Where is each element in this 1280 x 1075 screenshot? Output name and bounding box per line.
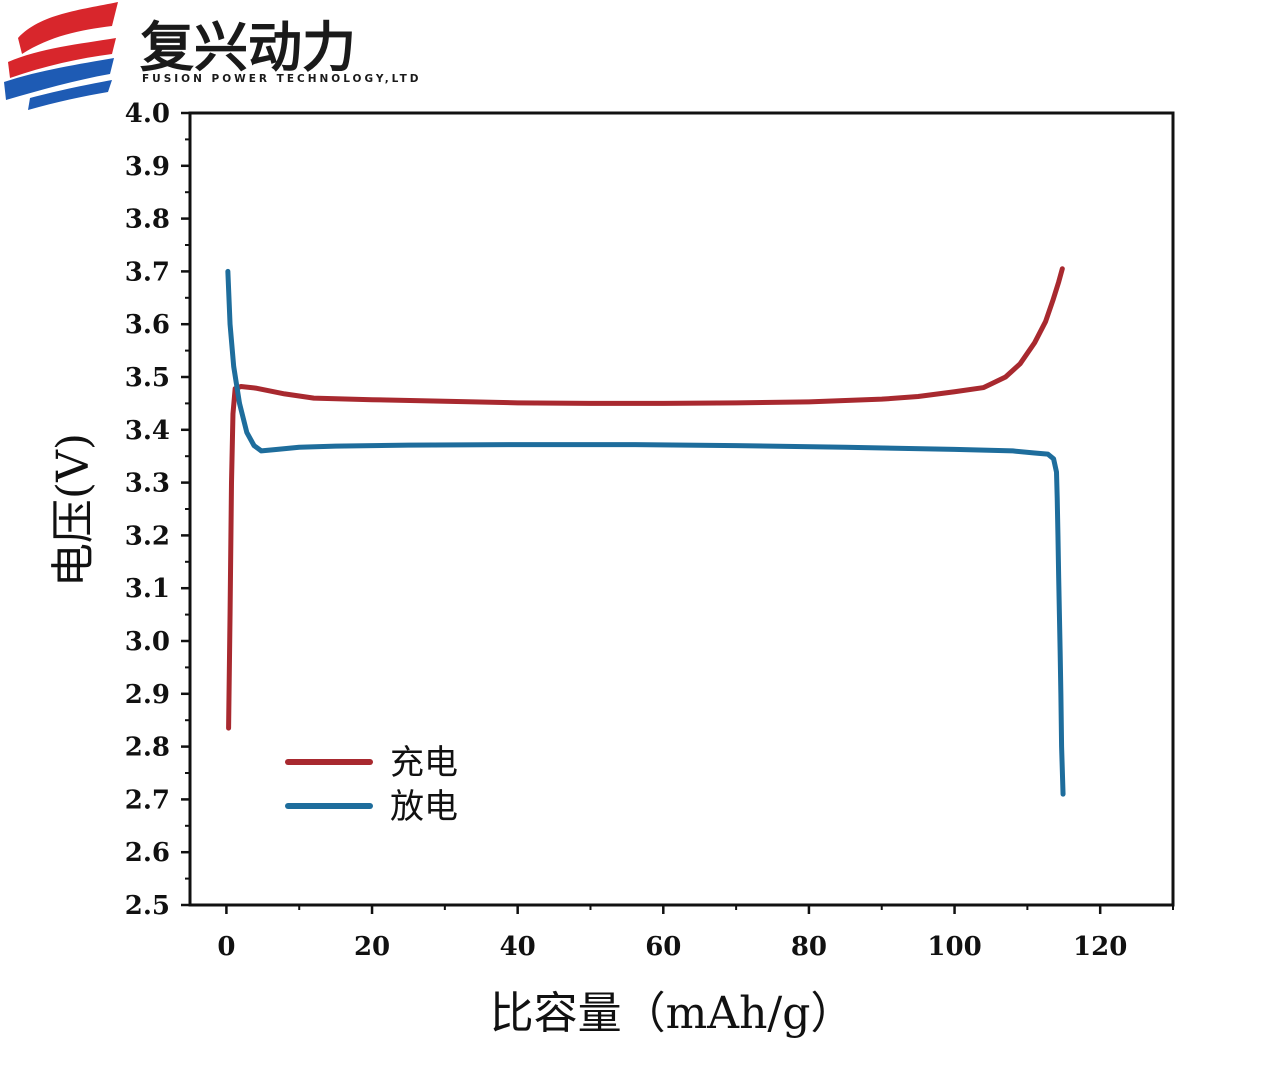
y-axis-ticks <box>181 111 190 907</box>
logo-mark-icon <box>4 2 118 110</box>
y-tick-label: 3.8 <box>125 205 170 235</box>
y-tick-label: 2.6 <box>125 838 170 868</box>
y-tick-label: 3.4 <box>125 416 170 446</box>
y-tick-label: 3.9 <box>125 152 170 182</box>
series-line-discharge <box>225 268 1066 797</box>
logo-name-en: FUSION POWER TECHNOLOGY,LTD <box>142 73 422 85</box>
x-tick-label: 40 <box>500 932 536 962</box>
y-tick-label: 2.5 <box>125 891 170 921</box>
y-tick-label: 4.0 <box>125 99 170 129</box>
series-group <box>225 266 1066 797</box>
y-tick-label: 3.1 <box>125 574 170 604</box>
y-tick-label: 3.6 <box>125 310 170 340</box>
x-axis-title: 比容量（mAh/g） <box>490 988 855 1039</box>
series-line-charge <box>226 266 1065 731</box>
x-axis-tick-labels: 0 20 40 60 80 100 120 <box>217 932 1127 962</box>
y-tick-label: 3.3 <box>125 469 170 499</box>
y-tick-label: 3.5 <box>125 363 170 393</box>
x-tick-label: 120 <box>1073 932 1127 962</box>
x-tick-label: 100 <box>927 932 981 962</box>
company-logo: 复兴动力 FUSION POWER TECHNOLOGY,LTD <box>4 2 422 110</box>
x-tick-label: 20 <box>354 932 390 962</box>
y-tick-label: 3.2 <box>125 521 170 551</box>
x-axis-ticks <box>225 905 1174 914</box>
y-axis-tick-labels: 2.5 2.6 2.7 2.8 2.9 3.0 3.1 3.2 3.3 3.4 3.5 3.6 3.7 3… <box>125 99 170 921</box>
logo-name-cn: 复兴动力 <box>140 16 356 79</box>
y-tick-label: 2.7 <box>125 785 170 815</box>
y-tick-label: 3.0 <box>125 627 170 657</box>
x-tick-label: 60 <box>645 932 681 962</box>
legend-label: 放电 <box>390 787 458 827</box>
y-tick-label: 2.8 <box>125 733 170 763</box>
x-tick-label: 0 <box>217 932 235 962</box>
legend-label: 充电 <box>390 743 458 783</box>
plot-frame <box>188 111 1175 907</box>
y-tick-label: 2.9 <box>125 680 170 710</box>
y-axis-title: 电压(V) <box>48 433 99 587</box>
x-tick-label: 80 <box>791 932 827 962</box>
y-tick-label: 3.7 <box>125 257 170 287</box>
